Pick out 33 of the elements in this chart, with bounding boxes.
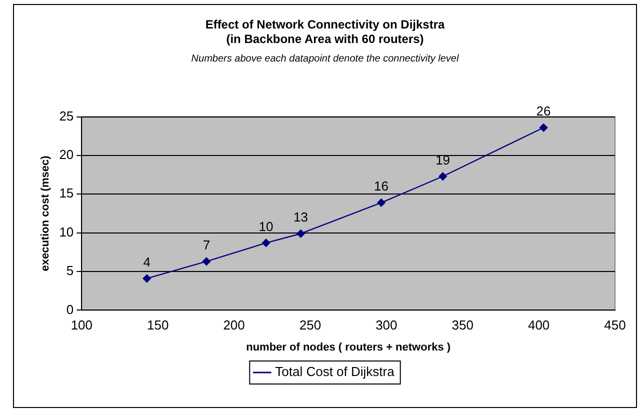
annotation: 4 [143, 254, 150, 270]
point [377, 198, 386, 207]
x-tick-label: 200 [223, 318, 245, 333]
point [438, 172, 447, 180]
point [262, 238, 270, 247]
x-tick-label: 400 [528, 318, 550, 333]
text: (in Backbone Area with 60 routers) [226, 32, 424, 46]
y-axis-title: execution cost (msec) [40, 155, 52, 272]
annotation: 10 [258, 218, 274, 234]
annotation: 26 [536, 104, 551, 119]
x-tick-label: 150 [147, 318, 169, 333]
y-tick-label: 10 [59, 224, 74, 240]
x-tick-label: 250 [299, 318, 322, 333]
point [202, 257, 211, 266]
y-tick-label: 25 [59, 108, 74, 124]
legend-label: Total Cost of Dijkstra [275, 364, 396, 380]
y-tick-label: 0 [66, 302, 74, 317]
y-tick-label: 20 [59, 147, 74, 162]
point [539, 124, 548, 132]
y-tick-label: 5 [66, 263, 74, 278]
x-tick-label: 350 [452, 318, 474, 333]
point [142, 274, 151, 283]
annotation: 13 [294, 210, 308, 225]
annotation: 16 [374, 178, 388, 194]
x-tick-label: 100 [70, 318, 93, 333]
text: Effect of Network Connectivity on Dijkstra [205, 18, 445, 32]
annotation: 7 [202, 238, 210, 253]
y-tick-label: 15 [59, 186, 74, 201]
point [296, 230, 305, 238]
chart-subtitle: Numbers above each datapoint denote the connectivity level [191, 54, 460, 65]
x-tick-label: 450 [604, 318, 626, 333]
x-tick-label: 300 [376, 318, 398, 333]
x-axis-title: number of nodes ( routers + networks ) [246, 341, 451, 354]
